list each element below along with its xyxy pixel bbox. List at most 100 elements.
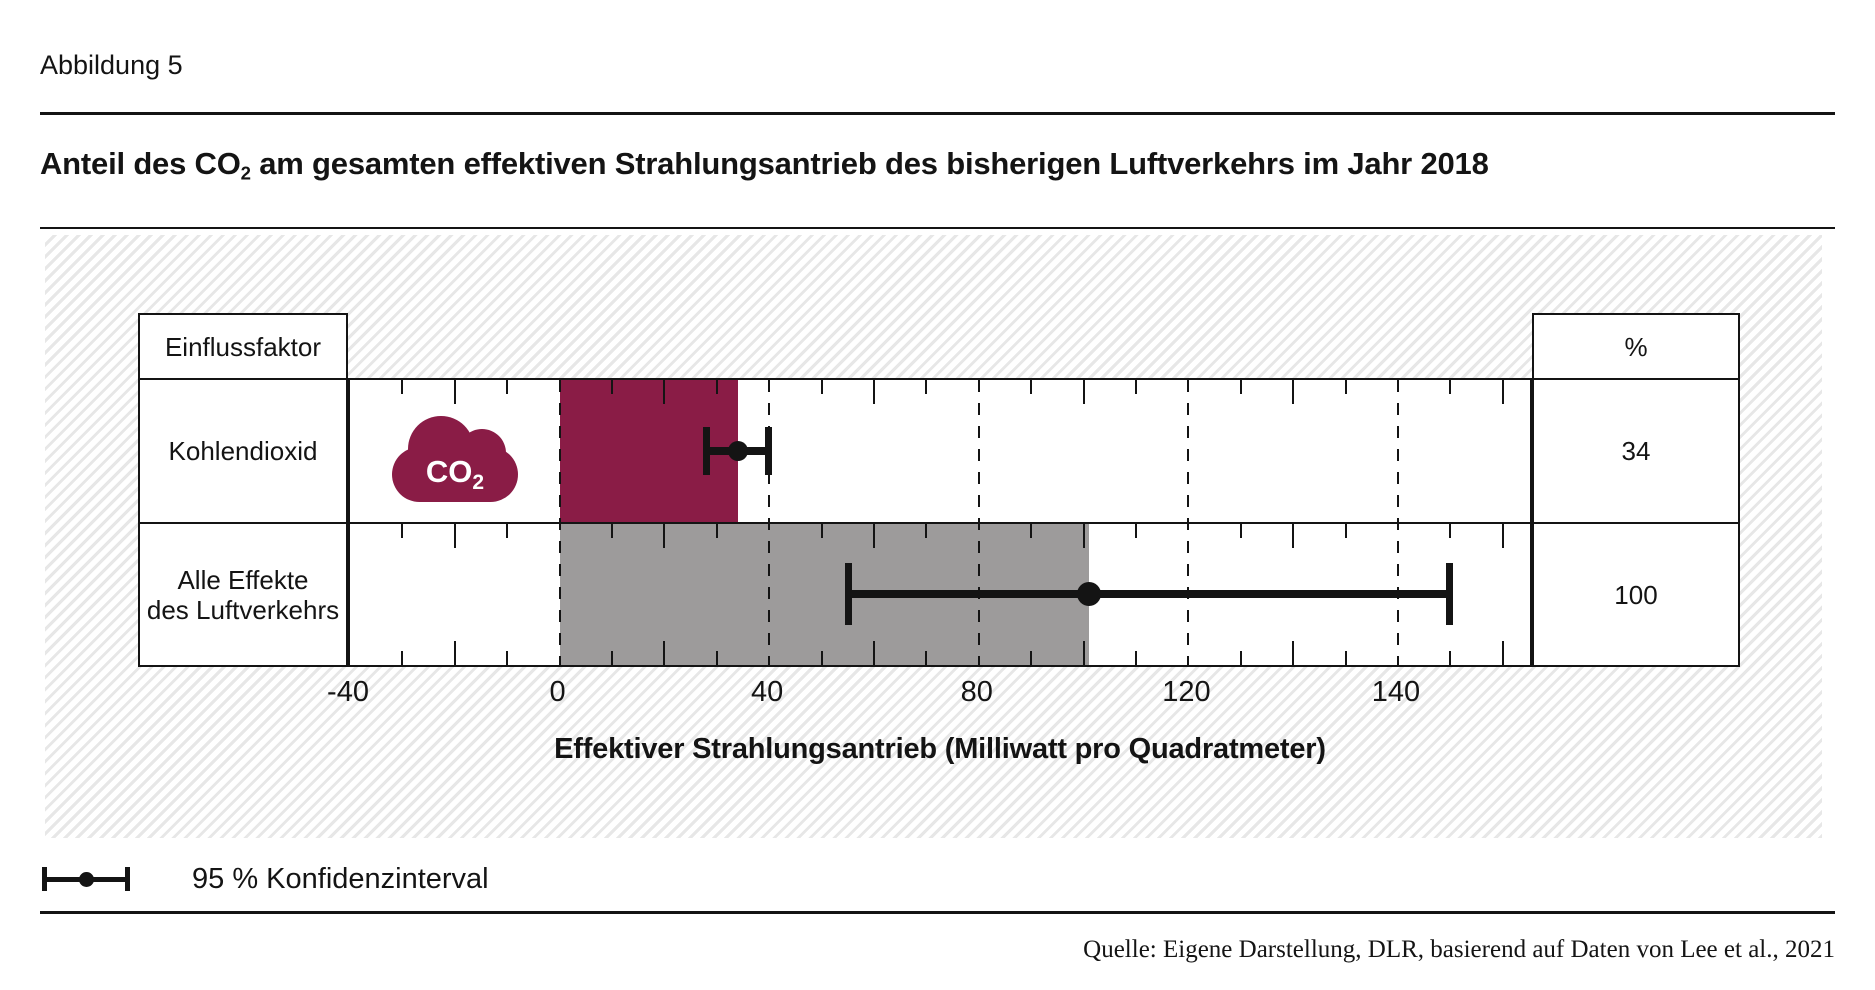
influence-factor-column: Einflussfaktor Kohlendioxid Alle Effekte…	[138, 313, 348, 667]
error-bar-dot	[727, 441, 748, 461]
row-label-alle-effekte: Alle Effekte des Luftverkehrs	[140, 522, 346, 665]
figure-title: Anteil des CO2 am gesamten effektiven St…	[40, 146, 1489, 185]
x-gridline	[1397, 380, 1399, 665]
axis-tick	[1082, 641, 1085, 665]
percent-value-total: 100	[1534, 522, 1738, 665]
legend-errorbar-right-cap	[125, 867, 130, 891]
x-tick-label: 40	[751, 676, 784, 708]
axis-tick	[1030, 524, 1033, 538]
axis-tick	[715, 380, 718, 394]
bottom-rule	[40, 911, 1835, 914]
x-gridline	[1187, 380, 1190, 665]
percent-column: % 34 100	[1532, 313, 1740, 667]
axis-tick	[820, 651, 823, 665]
axis-tick	[1239, 380, 1242, 394]
top-rule	[40, 112, 1835, 115]
title-text-post: am gesamten effektiven Strahlungsantrieb…	[250, 146, 1489, 181]
axis-tick	[820, 380, 823, 394]
axis-tick	[1449, 524, 1452, 538]
axis-tick	[873, 380, 875, 404]
axis-tick	[1135, 380, 1137, 394]
percent-header-cell: %	[1624, 331, 1648, 362]
axis-tick	[611, 651, 613, 665]
axis-tick	[1501, 524, 1504, 548]
title-co2-subscript: 2	[240, 162, 251, 184]
axis-tick	[663, 524, 666, 548]
axis-tick	[1082, 380, 1085, 404]
legend-label: 95 % Konfidenzinterval	[192, 863, 489, 895]
row-divider	[350, 522, 1530, 524]
axis-tick	[1344, 524, 1347, 538]
axis-tick	[1449, 651, 1452, 665]
x-axis-title: Effektiver Strahlungsantrieb (Milliwatt …	[554, 733, 1326, 765]
axis-tick	[820, 524, 823, 538]
x-gridline	[558, 380, 561, 665]
axis-tick	[925, 380, 928, 394]
axis-tick	[1135, 524, 1137, 538]
x-tick-label: 140	[1371, 676, 1421, 708]
axis-tick	[1344, 380, 1347, 394]
x-tick-label: 120	[1162, 676, 1211, 708]
co2-label-text: CO	[425, 454, 473, 489]
influence-factor-header-cell: Einflussfaktor	[164, 331, 322, 362]
axis-tick	[1344, 651, 1347, 665]
x-tick-label: -40	[327, 676, 369, 708]
axis-tick	[1292, 641, 1295, 665]
x-axis-tick-labels: -40 0 40 80 120 140	[327, 676, 1532, 718]
co2-label: CO2	[392, 450, 518, 505]
axis-tick	[873, 641, 875, 665]
axis-tick	[453, 380, 456, 404]
co2-cloud-icon: CO2	[392, 416, 518, 502]
axis-tick	[506, 524, 509, 538]
axis-tick	[453, 524, 456, 548]
x-tick-label: 0	[549, 676, 566, 708]
axis-tick	[1292, 380, 1295, 404]
axis-tick	[1239, 651, 1242, 665]
plot-area: CO2	[348, 378, 1532, 667]
x-gridline	[977, 380, 980, 665]
axis-tick	[1030, 380, 1033, 394]
co2-label-subscript: 2	[472, 471, 485, 494]
percent-value-co2: 34	[1534, 378, 1738, 522]
source-text: Quelle: Eigene Darstellung, DLR, basiere…	[1083, 936, 1835, 963]
error-bar-cap	[703, 427, 711, 475]
row-label-kohlendioxid: Kohlendioxid	[140, 378, 346, 522]
axis-tick	[1292, 524, 1295, 548]
cloud-base	[392, 447, 518, 502]
x-tick-label: 80	[960, 676, 993, 708]
axis-tick	[1449, 380, 1452, 394]
axis-tick	[506, 380, 509, 394]
title-text-pre: Anteil des CO	[40, 146, 241, 181]
error-bar-line	[847, 590, 1451, 598]
axis-tick	[611, 380, 613, 394]
legend-errorbar-dot	[79, 872, 94, 887]
axis-tick	[1501, 641, 1504, 665]
axis-tick	[873, 524, 875, 548]
axis-tick	[1239, 524, 1242, 538]
axis-tick	[1135, 651, 1137, 665]
error-bar-cap	[1446, 563, 1454, 625]
error-bar-dot	[1076, 582, 1101, 606]
axis-tick	[1082, 524, 1085, 548]
axis-tick	[663, 380, 666, 404]
axis-tick	[453, 641, 456, 665]
axis-tick	[715, 524, 718, 538]
error-bar-cap	[844, 563, 852, 625]
axis-tick	[663, 641, 666, 665]
axis-tick	[925, 524, 928, 538]
axis-tick	[925, 651, 928, 665]
axis-tick	[611, 524, 613, 538]
axis-tick	[506, 651, 509, 665]
figure-label: Abbildung 5	[40, 50, 183, 80]
title-rule	[40, 227, 1835, 229]
axis-tick	[401, 380, 404, 394]
axis-tick	[401, 524, 404, 538]
axis-tick	[401, 651, 404, 665]
axis-tick	[715, 651, 718, 665]
x-gridline	[768, 380, 771, 665]
axis-tick	[1030, 651, 1033, 665]
error-bar-cap	[765, 427, 773, 475]
legend-errorbar-icon	[42, 864, 132, 894]
axis-tick	[1501, 380, 1504, 404]
